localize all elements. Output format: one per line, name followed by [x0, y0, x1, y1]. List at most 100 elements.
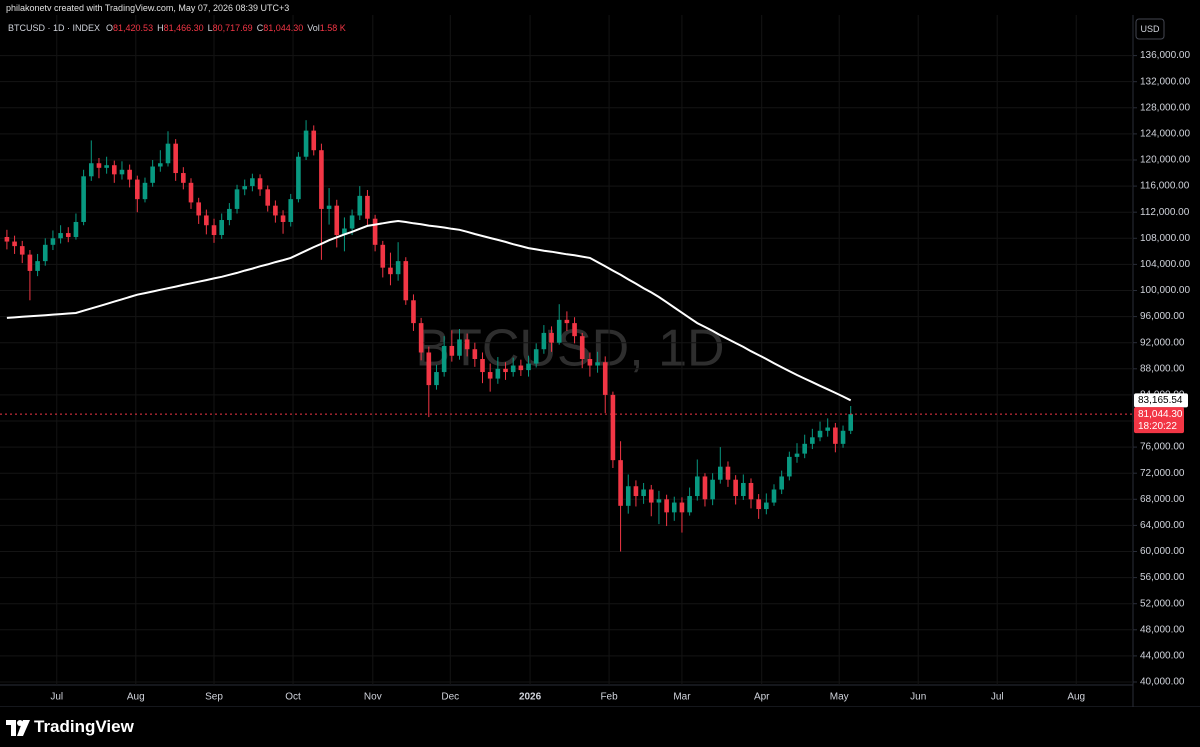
y-tick-label: 76,000.00	[1140, 442, 1185, 453]
y-tick-label: 68,000.00	[1140, 494, 1185, 505]
candle-body	[641, 489, 646, 497]
candle-body	[250, 178, 255, 187]
candle-body	[73, 221, 79, 237]
x-tick-label: Jul	[50, 692, 63, 703]
candle-body	[472, 349, 478, 360]
candle-body	[610, 394, 616, 461]
y-tick-label: 116,000.00	[1140, 181, 1190, 192]
y-tick-label: 64,000.00	[1140, 520, 1185, 531]
y-tick-label: 44,000.00	[1140, 651, 1185, 662]
candle-body	[265, 189, 271, 206]
x-tick-label: Mar	[673, 692, 691, 703]
candle-body	[296, 156, 301, 200]
candle-body	[779, 476, 784, 490]
legend: BTCUSD · 1D · INDEX O81,420.53 H81,466.30 L…	[8, 23, 350, 33]
candle-body	[572, 323, 577, 337]
candle-body	[219, 220, 224, 236]
candle-body	[587, 359, 593, 366]
candle-body	[710, 479, 715, 500]
chart: USD BTCUSD, 1D 40,000.0044,000.0048,000.…	[0, 15, 1200, 707]
legend-key: H	[157, 23, 164, 33]
candle-body	[503, 368, 508, 373]
candle-body	[334, 205, 340, 236]
candle-body	[718, 466, 723, 480]
candle-body	[27, 254, 33, 271]
candle-body	[480, 359, 485, 373]
last-price-box	[1134, 407, 1184, 434]
candle-body	[96, 163, 102, 168]
candle-body	[679, 502, 685, 513]
candle-body	[817, 430, 823, 438]
candle-body	[288, 199, 294, 222]
candle-body	[411, 300, 416, 324]
y-tick-label: 96,000.00	[1140, 311, 1185, 322]
candle-body	[671, 502, 677, 513]
candle-body	[372, 218, 378, 245]
candle-body	[725, 466, 731, 480]
currency-box[interactable]	[1135, 18, 1165, 40]
candle-body	[349, 215, 355, 229]
y-tick-label: 136,000.00	[1140, 50, 1190, 61]
x-tick-label: Dec	[441, 692, 459, 703]
x-tick-label: 2026	[519, 692, 542, 703]
candle-body	[165, 143, 171, 164]
candle-body	[342, 228, 347, 236]
candle-body	[242, 186, 248, 190]
candle-body	[158, 163, 163, 167]
symbol: BTCUSD · 1D · INDEX	[8, 23, 101, 33]
candle-body	[380, 244, 386, 268]
candle-body	[395, 261, 401, 275]
candle-body	[694, 476, 700, 497]
candle-body	[441, 345, 447, 373]
candle-body	[794, 453, 800, 457]
candle-body	[119, 169, 125, 175]
x-tick-label: Aug	[127, 692, 145, 703]
legend-key: O	[106, 23, 114, 33]
candle-body	[518, 365, 524, 371]
candle-body	[748, 482, 754, 500]
y-tick-label: 104,000.00	[1140, 259, 1190, 270]
legend-value: 81,420.53	[113, 23, 154, 33]
candle-body	[42, 244, 48, 262]
legend-value: 80,717.69	[212, 23, 253, 33]
candle-body	[733, 479, 738, 497]
candle-body	[403, 261, 409, 301]
candle-body	[556, 319, 562, 343]
x-tick-label: Sep	[205, 692, 223, 703]
credit: philakonetv created with TradingView.com…	[6, 3, 290, 13]
candle-body	[434, 372, 439, 386]
candle-body	[533, 349, 539, 364]
candle-body	[204, 215, 209, 226]
candle-body	[257, 178, 263, 190]
y-tick-label: 56,000.00	[1140, 572, 1185, 583]
candle-body	[142, 182, 148, 200]
y-tick-label: 60,000.00	[1140, 546, 1185, 557]
candle-body	[273, 205, 278, 216]
candle-body	[764, 502, 769, 510]
currency[interactable]: USD	[1140, 24, 1160, 34]
candle-body	[833, 427, 838, 444]
candle-body	[35, 261, 40, 271]
candle-body	[618, 460, 623, 506]
candle-body	[549, 332, 554, 343]
candle-body	[771, 489, 777, 503]
candle-body	[656, 499, 662, 503]
candle-body	[633, 486, 639, 497]
x-tick-label: Aug	[1067, 692, 1085, 703]
candle-body	[579, 336, 585, 360]
y-tick-label: 124,000.00	[1140, 129, 1190, 140]
candle-body	[541, 332, 547, 350]
candle-body	[825, 427, 830, 431]
x-tick-label: Feb	[600, 692, 618, 703]
y-tick-label: 48,000.00	[1140, 624, 1185, 635]
candle-body	[595, 362, 600, 366]
candle-body	[127, 169, 132, 180]
candle-body	[426, 352, 432, 386]
legend-value: 81,466.30	[163, 23, 204, 33]
legend-key: C	[256, 23, 264, 33]
candle-body	[311, 130, 317, 151]
candle-body	[357, 195, 363, 216]
candle-body	[418, 323, 424, 353]
candle-body	[388, 267, 393, 275]
